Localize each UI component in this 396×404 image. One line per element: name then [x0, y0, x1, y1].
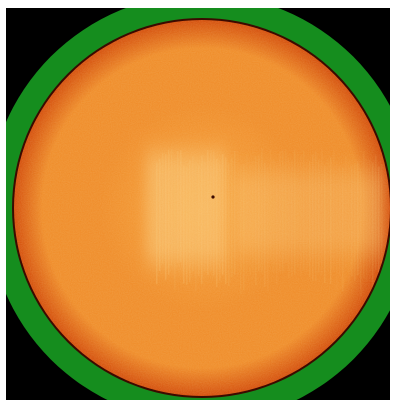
noise-texture — [14, 20, 390, 396]
solar-disk-image — [6, 8, 390, 400]
image-viewport — [6, 8, 390, 400]
dark-spot — [211, 195, 215, 199]
